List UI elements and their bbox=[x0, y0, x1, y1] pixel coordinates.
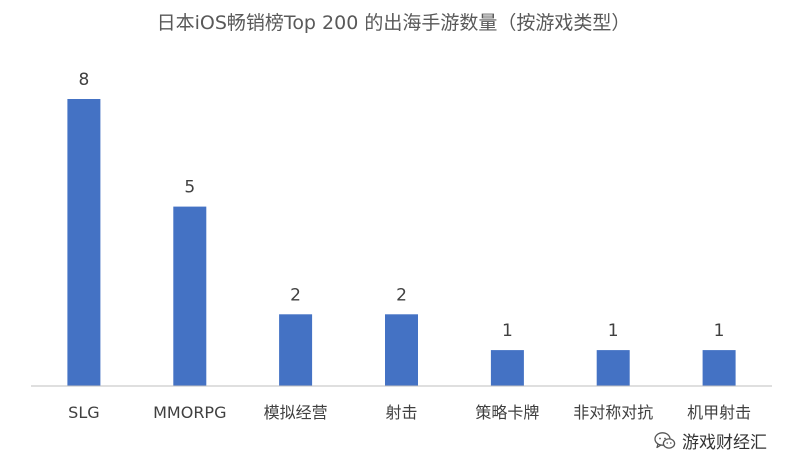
value-labels-group: 8 5 2 2 1 1 1 bbox=[78, 70, 724, 341]
bar-2 bbox=[279, 314, 313, 387]
watermark-text: 游戏财经汇 bbox=[682, 433, 767, 453]
category-labels-group: SLG MMORPG 模拟经营 射击 策略卡牌 非对称对抗 机甲射击 bbox=[68, 403, 751, 422]
bar-4 bbox=[490, 350, 524, 386]
value-label-3: 2 bbox=[396, 285, 407, 305]
value-label-1: 5 bbox=[184, 178, 195, 198]
value-label-2: 2 bbox=[290, 285, 301, 305]
category-label-1: MMORPG bbox=[153, 403, 226, 422]
bar-1 bbox=[173, 206, 207, 386]
wechat-icon bbox=[654, 431, 676, 449]
value-label-6: 1 bbox=[714, 321, 725, 341]
bar-0 bbox=[67, 99, 101, 386]
bar-3 bbox=[385, 314, 418, 387]
category-label-4: 策略卡牌 bbox=[475, 403, 539, 422]
chart-title: 日本iOS畅销榜Top 200 的出海手游数量（按游戏类型） bbox=[157, 12, 631, 34]
bar-5 bbox=[596, 350, 630, 386]
category-label-2: 模拟经营 bbox=[264, 403, 328, 422]
value-label-4: 1 bbox=[502, 321, 513, 341]
bars-group bbox=[67, 99, 736, 387]
bar-6 bbox=[702, 350, 736, 386]
watermark: 游戏财经汇 bbox=[654, 428, 767, 453]
category-label-5: 非对称对抗 bbox=[573, 403, 653, 422]
category-label-6: 机甲射击 bbox=[687, 403, 751, 422]
value-label-0: 8 bbox=[78, 70, 89, 90]
category-label-3: 射击 bbox=[385, 403, 417, 422]
value-label-5: 1 bbox=[608, 321, 619, 341]
category-label-0: SLG bbox=[68, 403, 99, 422]
